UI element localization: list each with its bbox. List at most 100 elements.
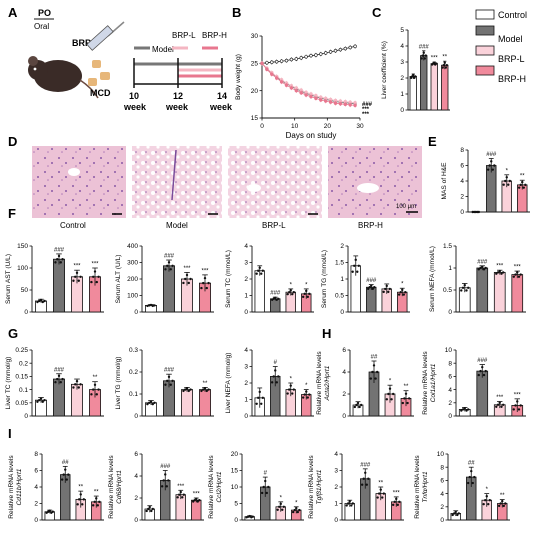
y-tick-label: 0.3	[129, 347, 138, 354]
significance-mark: *	[280, 495, 283, 501]
bar	[163, 265, 175, 313]
bar	[53, 378, 65, 417]
significance-mark: *	[486, 487, 489, 493]
data-point	[497, 504, 501, 508]
data-point	[504, 502, 507, 505]
data-point	[500, 405, 503, 408]
data-point	[512, 408, 515, 411]
significance-mark: *	[290, 377, 293, 383]
data-point	[289, 86, 294, 90]
y-axis-label: Tnfα/Hprt1	[422, 471, 429, 503]
significance-mark: ###	[160, 464, 171, 470]
data-point	[482, 502, 485, 506]
data-point	[198, 499, 201, 502]
data-point	[479, 369, 482, 373]
data-point	[164, 383, 167, 386]
brp-label: BRP	[72, 38, 91, 48]
data-point	[401, 288, 404, 292]
significance-mark: ***	[514, 392, 522, 398]
data-point	[291, 292, 294, 296]
data-point	[176, 496, 179, 499]
significance-mark: ###	[54, 367, 65, 373]
data-point	[502, 271, 505, 274]
data-point	[181, 496, 184, 499]
data-point	[150, 509, 153, 513]
legend-swatch-control	[475, 9, 495, 20]
y-tick-label: 4	[244, 243, 248, 250]
po-label: PO	[38, 8, 51, 18]
data-point	[169, 383, 172, 386]
data-point	[43, 398, 46, 402]
data-point	[488, 499, 492, 502]
data-point	[460, 409, 463, 412]
data-point	[185, 273, 189, 277]
data-point	[350, 504, 353, 507]
significance-mark: ***	[177, 484, 185, 490]
data-point	[461, 286, 465, 289]
data-point	[347, 502, 350, 505]
panel-letter-b: B	[232, 5, 241, 20]
data-point	[465, 409, 468, 412]
series-line-3	[261, 63, 356, 106]
significance-mark: ***	[73, 264, 81, 270]
data-point	[274, 369, 277, 372]
data-point	[481, 365, 484, 369]
data-point	[521, 180, 524, 184]
he-label-model: Model	[166, 221, 188, 230]
bar	[191, 499, 202, 521]
data-point	[372, 364, 376, 367]
y-tick-label: 150	[17, 243, 28, 250]
data-point	[514, 273, 517, 276]
data-point	[97, 275, 100, 278]
data-point	[145, 509, 148, 513]
significance-mark: *	[305, 383, 308, 389]
data-point	[281, 508, 284, 511]
bar	[366, 286, 377, 313]
chart-i3: 0 5 10 15 20 Relative mRNA levels Ccl2/Hprt1 # *…	[208, 451, 304, 524]
data-point	[519, 183, 522, 187]
y-axis-label: MAS of H&E	[441, 162, 448, 200]
data-point	[357, 264, 361, 267]
data-point	[356, 401, 360, 405]
y-tick-label: 4	[34, 484, 38, 491]
data-point	[257, 269, 260, 272]
data-point	[61, 377, 64, 381]
data-point	[374, 377, 377, 380]
data-point	[502, 403, 505, 406]
data-point	[167, 375, 171, 379]
legend-brp-h: BRP-H	[498, 74, 526, 84]
data-point	[338, 102, 343, 106]
significance-mark: ***	[193, 492, 201, 498]
data-point	[262, 485, 265, 489]
significance-mark: ###	[477, 259, 488, 265]
data-point	[338, 47, 343, 52]
data-point	[291, 510, 295, 514]
data-point	[162, 479, 165, 482]
y-axis-label: Relative mRNA levels	[308, 455, 315, 519]
data-point	[279, 80, 284, 84]
chart-i4: 0 1 2 3 4 Relative mRNA levels Tgfβ1/Hprt1 ### *…	[308, 451, 404, 524]
panel-letter-a: A	[8, 5, 18, 20]
significance-mark: **	[94, 490, 99, 496]
data-point	[289, 384, 292, 387]
bar	[53, 258, 65, 313]
significance-mark: ###	[486, 152, 497, 158]
data-point	[433, 61, 436, 64]
y-tick-label: 1	[448, 265, 452, 272]
data-point	[368, 286, 371, 289]
panel-letter-c: C	[372, 5, 382, 20]
data-point	[407, 397, 411, 400]
data-point	[465, 289, 468, 292]
y-axis-label: Body weight (g)	[235, 54, 242, 100]
y-tick-label: 2	[244, 276, 248, 283]
data-point	[279, 59, 284, 63]
y-tick-label: 20	[231, 451, 239, 458]
data-point	[182, 389, 185, 393]
he-image-model	[132, 146, 222, 218]
significance-mark: ***	[91, 262, 99, 268]
significance-mark: ***	[431, 56, 439, 62]
data-point	[451, 513, 454, 517]
data-point	[441, 66, 444, 69]
